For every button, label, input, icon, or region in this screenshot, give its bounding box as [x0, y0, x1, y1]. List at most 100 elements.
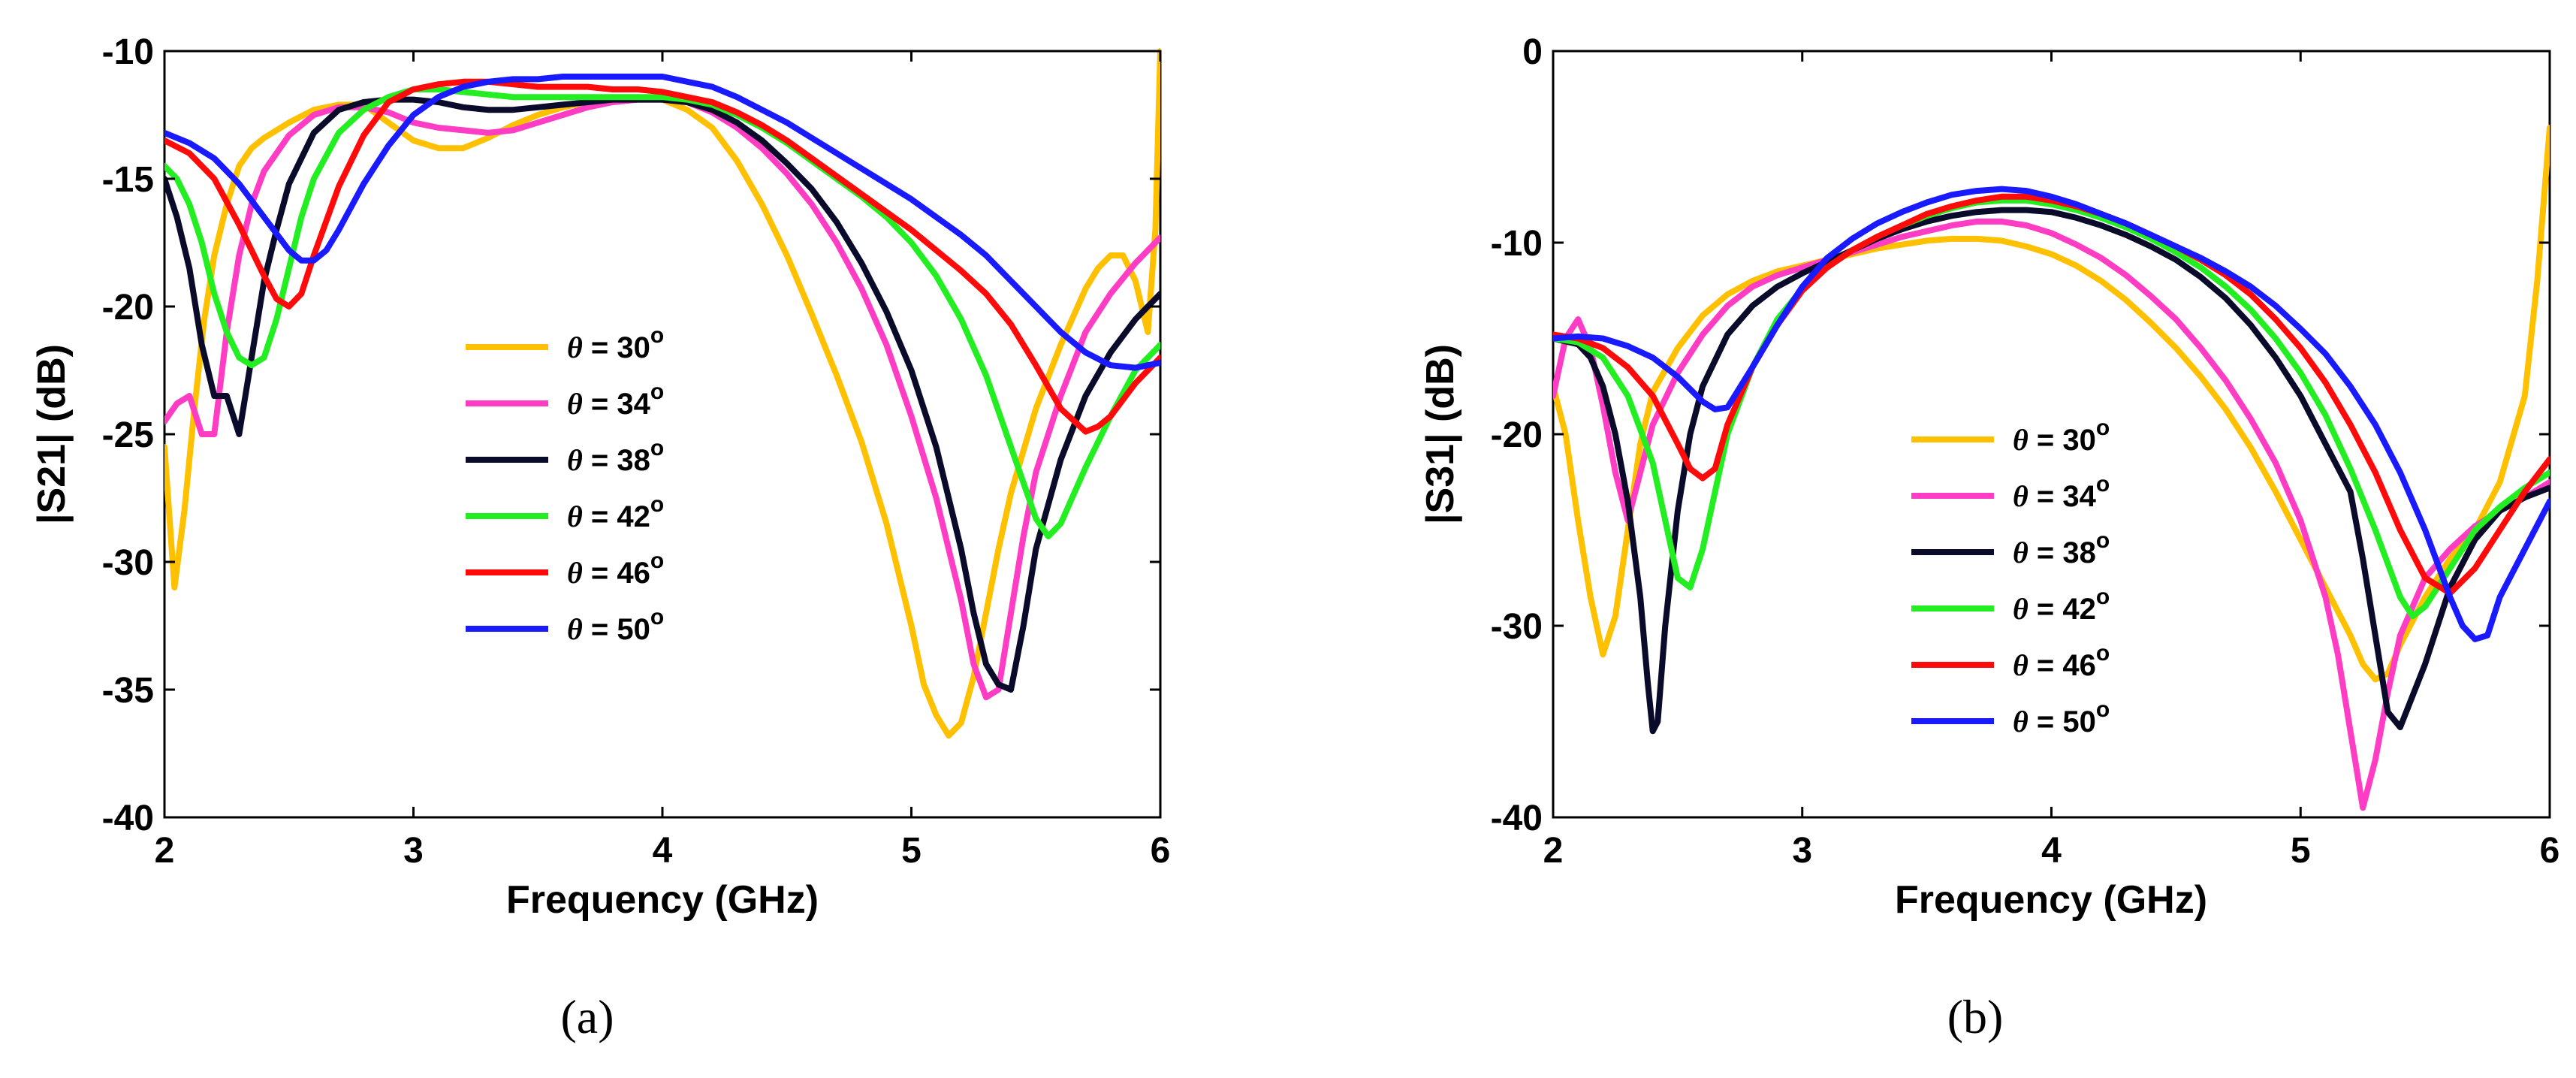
legend-label: θ = 38o [2013, 528, 2110, 569]
panel-a-axis-ticks: 2 3 4 5 6 -40 -35 -30 -25 -20 -15 -10 [102, 32, 1171, 871]
panel-a-series-line-4 [164, 86, 1160, 539]
legend-value: = 46 [583, 557, 650, 590]
legend-value: = 50 [583, 613, 650, 646]
legend-theta-symbol: θ [2013, 536, 2029, 569]
legend-theta-symbol: θ [567, 556, 583, 590]
legend-degree: o [650, 548, 664, 573]
legend-value: = 34 [583, 388, 651, 421]
legend-degree: o [2096, 415, 2110, 440]
panel-a-y-tick-label: -10 [102, 32, 154, 72]
legend-label: θ = 42o [567, 492, 664, 533]
panel-b-x-tick-label: 2 [1543, 831, 1564, 871]
panel-b-y-tick-label: -30 [1491, 607, 1543, 647]
legend-degree: o [2096, 697, 2110, 722]
legend-value: = 38 [2029, 536, 2096, 569]
panel-b-legend-item-4: θ = 42o [1911, 584, 2110, 626]
panel-a-x-tick-label: 6 [1151, 831, 1171, 871]
panel-a-x-tick-label: 5 [901, 831, 922, 871]
panel-a-series-line-6 [164, 74, 1160, 371]
panel-b-x-tick-label: 3 [1792, 831, 1812, 871]
panel-b-x-tick-label: 5 [2291, 831, 2311, 871]
panel-b-legend-item-1: θ = 30o [1911, 415, 2110, 457]
panel-b-y-tick-label: -40 [1491, 799, 1543, 838]
legend-theta-symbol: θ [567, 500, 583, 533]
panel-a-legend-item-1: θ = 30o [466, 323, 664, 364]
panel-a-y-tick-label: -35 [102, 671, 154, 711]
panel-a-series-line-1 [164, 48, 1160, 739]
panel-b-legend-item-2: θ = 34o [1911, 472, 2110, 513]
panel-b-y-tick-label: -20 [1491, 415, 1543, 455]
legend-label: θ = 34o [2013, 472, 2110, 513]
legend-theta-symbol: θ [2013, 648, 2029, 682]
panel-b-x-axis-label: Frequency (GHz) [1895, 878, 2207, 922]
legend-label: θ = 50o [567, 605, 664, 646]
panel-b-chart: 2 3 4 5 6 -40 -30 -20 -10 0 Frequency (GHz) |S31|… [1419, 32, 2559, 922]
legend-degree: o [650, 323, 664, 348]
legend-value: = 42 [2029, 593, 2096, 626]
legend-label: θ = 30o [567, 323, 664, 364]
caption-b: (b) [1947, 990, 2004, 1043]
panel-a-x-tick-label: 3 [403, 831, 424, 871]
panel-a-legend-item-5: θ = 46o [466, 548, 664, 590]
panel-a-y-tick-label: -15 [102, 160, 154, 200]
legend-label: θ = 38o [567, 436, 664, 477]
panel-b-series-line-3 [1553, 207, 2550, 735]
legend-value: = 30 [583, 331, 650, 364]
panel-a-legend-item-2: θ = 34o [466, 379, 664, 421]
panel-b-y-tick-label: -10 [1491, 224, 1543, 264]
legend-theta-symbol: θ [2013, 592, 2029, 626]
panel-b-axis-ticks: 2 3 4 5 6 -40 -30 -20 -10 0 [1491, 32, 2560, 871]
legend-value: = 50 [2029, 705, 2096, 738]
legend-value: = 34 [2029, 480, 2097, 513]
legend-degree: o [2096, 641, 2110, 666]
panel-a-x-tick-label: 2 [155, 831, 175, 871]
panel-a-series-line-5 [164, 78, 1160, 435]
legend-degree: o [650, 492, 664, 517]
panel-a-y-tick-label: -25 [102, 415, 154, 455]
legend-degree: o [650, 605, 664, 630]
panel-b-series-line-4 [1553, 197, 2550, 620]
panel-a-plot-frame [163, 50, 1162, 819]
legend-label: θ = 42o [2013, 584, 2110, 626]
panel-a-y-tick-label: -20 [102, 288, 154, 328]
panel-b-series-line-5 [1553, 193, 2550, 596]
legend-value: = 38 [583, 444, 650, 477]
legend-value: = 46 [2029, 649, 2096, 682]
legend-theta-symbol: θ [567, 612, 583, 646]
legend-value: = 30 [2029, 424, 2096, 457]
legend-theta-symbol: θ [2013, 479, 2029, 513]
legend-theta-symbol: θ [567, 331, 583, 364]
panel-b-legend-item-6: θ = 50o [1911, 697, 2110, 738]
panel-b-series-line-6 [1553, 186, 2550, 642]
panel-a-x-axis-label: Frequency (GHz) [506, 878, 819, 922]
panel-b-series-lines [1553, 125, 2550, 811]
legend-theta-symbol: θ [567, 387, 583, 421]
legend-degree: o [2096, 584, 2110, 609]
legend-theta-symbol: θ [2013, 423, 2029, 457]
legend-label: θ = 34o [567, 379, 664, 421]
panel-a-legend-item-4: θ = 42o [466, 492, 664, 533]
legend-theta-symbol: θ [567, 443, 583, 477]
panel-b-legend-item-3: θ = 38o [1911, 528, 2110, 569]
legend-value: = 42 [583, 500, 650, 533]
panel-b-x-tick-label: 4 [2041, 831, 2062, 871]
panel-a-legend-item-3: θ = 38o [466, 436, 664, 477]
legend-degree: o [2096, 472, 2110, 497]
legend-label: θ = 46o [2013, 641, 2110, 682]
legend-degree: o [650, 379, 664, 404]
legend-label: θ = 30o [2013, 415, 2110, 457]
legend-label: θ = 46o [567, 548, 664, 590]
panel-a-y-axis-label: |S21| (dB) [30, 344, 74, 524]
panel-a-x-tick-label: 4 [653, 831, 673, 871]
panel-b-series-line-2 [1553, 218, 2550, 811]
panel-b-x-tick-label: 6 [2540, 831, 2560, 871]
panel-b-series-line-1 [1553, 125, 2550, 683]
panel-a-chart: 2 3 4 5 6 -40 -35 -30 -25 -20 -15 -10 Frequency (GH… [30, 32, 1170, 922]
legend-degree: o [2096, 528, 2110, 553]
panel-a-y-tick-label: -40 [102, 799, 154, 838]
panel-b-y-axis-label: |S31| (dB) [1419, 344, 1462, 524]
panel-b-legend-item-5: θ = 46o [1911, 641, 2110, 682]
